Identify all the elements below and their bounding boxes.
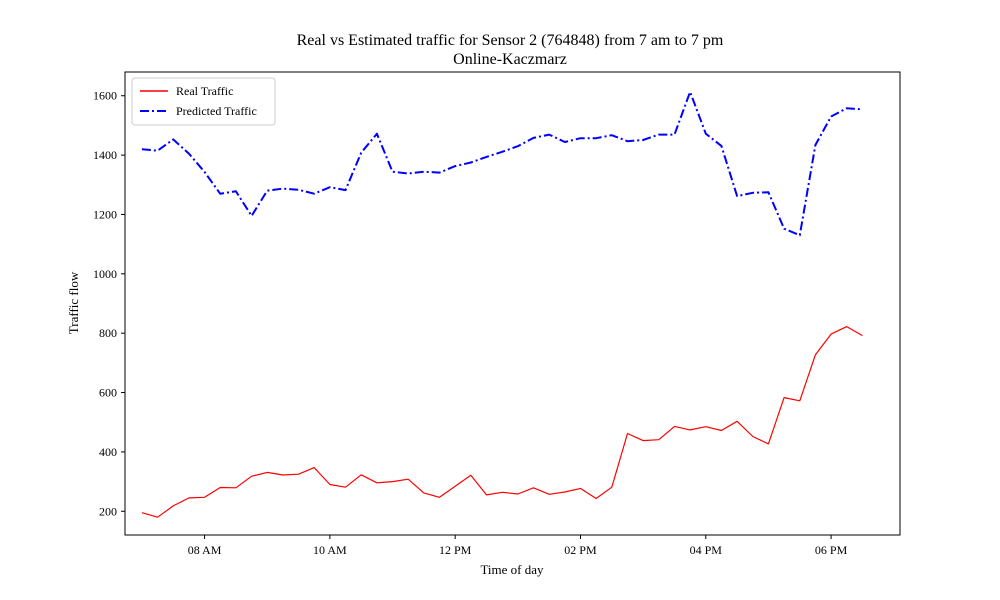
plot-frame bbox=[124, 71, 901, 536]
y-tick-label: 1000 bbox=[93, 267, 117, 281]
y-tick-label: 600 bbox=[99, 386, 117, 400]
x-tick-label: 04 PM bbox=[690, 543, 723, 557]
x-tick-label: 06 PM bbox=[815, 543, 848, 557]
y-tick-label: 400 bbox=[99, 445, 117, 459]
y-axis-ticks: 200 400 600 800 1000 1200 1400 1600 bbox=[93, 89, 125, 518]
series-layer bbox=[141, 90, 863, 518]
x-axis-label: Time of day bbox=[480, 562, 544, 577]
series-line-predicted-traffic bbox=[141, 90, 863, 237]
x-tick-label: 10 AM bbox=[313, 543, 347, 557]
legend: Real Traffic Predicted Traffic bbox=[131, 77, 276, 126]
series-line-real-traffic bbox=[141, 326, 863, 518]
y-tick-label: 200 bbox=[99, 504, 117, 518]
x-tick-label: 02 PM bbox=[564, 543, 597, 557]
x-tick-label: 12 PM bbox=[439, 543, 472, 557]
y-tick-label: 1200 bbox=[93, 207, 117, 221]
y-tick-label: 800 bbox=[99, 326, 117, 340]
x-tick-label: 08 AM bbox=[188, 543, 222, 557]
legend-box bbox=[131, 77, 276, 126]
chart-title: Real vs Estimated traffic for Sensor 2 (… bbox=[297, 32, 724, 49]
legend-label-real-traffic: Real Traffic bbox=[176, 84, 233, 98]
y-tick-label: 1600 bbox=[93, 89, 117, 103]
chart-subtitle: Online-Kaczmarz bbox=[453, 51, 567, 68]
y-tick-label: 1400 bbox=[93, 148, 117, 162]
x-axis-ticks: 08 AM 10 AM 12 PM 02 PM 04 PM 06 PM bbox=[188, 535, 848, 557]
y-axis-label: Traffic flow bbox=[66, 271, 81, 334]
legend-label-predicted-traffic: Predicted Traffic bbox=[176, 104, 257, 118]
